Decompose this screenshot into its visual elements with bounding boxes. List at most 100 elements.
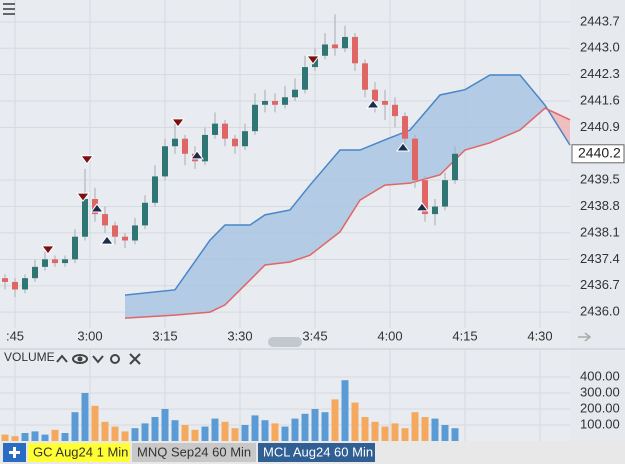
cloud-fill xyxy=(175,240,210,316)
volume-bar xyxy=(21,433,29,441)
volume-title: VOLUME xyxy=(4,350,55,364)
volume-bar xyxy=(71,412,79,441)
candle-body xyxy=(212,123,218,135)
volume-bar xyxy=(351,402,359,441)
volume-bar xyxy=(131,428,139,441)
candle-body xyxy=(442,180,448,207)
candle-body xyxy=(432,206,438,215)
sell-signal xyxy=(80,155,94,165)
cloud-fill xyxy=(440,89,465,175)
y-tick-label: 2442.3 xyxy=(580,66,620,81)
volume-bar xyxy=(191,429,199,441)
volume-bar xyxy=(431,418,439,441)
menu-icon[interactable] xyxy=(3,3,15,15)
candle-body xyxy=(262,101,268,105)
cloud-fill xyxy=(340,150,360,232)
cloud-fill xyxy=(265,209,290,265)
tab[interactable] xyxy=(132,443,256,462)
candle-body xyxy=(402,116,408,139)
volume-bar xyxy=(441,425,449,441)
x-tick-label: 4:15 xyxy=(452,328,477,343)
volume-bar xyxy=(421,417,429,441)
y-tick-label: 2443.0 xyxy=(580,40,620,55)
volume-bar xyxy=(321,412,329,441)
x-tick-label: 3:00 xyxy=(77,328,102,343)
volume-bar xyxy=(31,431,39,441)
candle-body xyxy=(122,236,128,241)
volume-bar xyxy=(391,423,399,441)
volume-bar xyxy=(51,429,59,441)
candle-body xyxy=(82,199,88,237)
cloud-fill xyxy=(465,75,490,151)
candle-body xyxy=(202,134,208,162)
volume-bar xyxy=(161,409,169,441)
candle-body xyxy=(302,67,308,90)
candle-body xyxy=(132,225,138,241)
scroll-right-arrow[interactable] xyxy=(578,332,592,342)
buy-signal xyxy=(190,150,204,160)
candle-body xyxy=(112,225,118,237)
y-tick-label: 2441.6 xyxy=(580,92,620,107)
candle-body xyxy=(222,123,228,139)
tab[interactable] xyxy=(258,443,375,462)
cloud-fill xyxy=(490,75,520,143)
cloud-fill xyxy=(125,289,175,319)
volume-bar xyxy=(141,423,149,441)
volume-bar xyxy=(371,421,379,441)
candle-body xyxy=(352,36,358,64)
price-pane xyxy=(0,0,570,348)
volume-bar xyxy=(91,405,99,441)
scrollbar-thumb[interactable] xyxy=(268,337,302,347)
volume-bar xyxy=(311,409,319,441)
candle-body xyxy=(242,131,248,147)
volume-icons[interactable] xyxy=(56,353,141,365)
candle-body xyxy=(252,104,258,132)
buy-signal xyxy=(415,202,429,212)
volume-tick-label: 200.00 xyxy=(580,400,620,415)
volume-bar xyxy=(291,418,299,441)
volume-bar xyxy=(451,428,459,441)
tab-label: MNQ Sep24 60 Min xyxy=(137,444,251,459)
candle-body xyxy=(422,180,428,215)
x-tick-label: 3:45 xyxy=(302,328,327,343)
buy-signal xyxy=(90,203,104,213)
cloud-span-a xyxy=(124,74,571,296)
candle-body xyxy=(32,266,38,279)
candle-body xyxy=(452,153,458,181)
candle-body xyxy=(322,44,328,56)
buy-signal xyxy=(366,99,380,109)
volume-bar xyxy=(181,425,189,441)
cloud-fill xyxy=(250,214,265,281)
x-tick-label: 4:30 xyxy=(527,328,552,343)
x-tick-label: 3:30 xyxy=(227,328,252,343)
y-tick-label: 2437.4 xyxy=(580,251,620,266)
candle-body xyxy=(372,89,378,102)
candle-body xyxy=(2,278,8,282)
candle-body xyxy=(42,259,48,267)
volume-bar xyxy=(41,434,49,441)
volume-bar xyxy=(61,433,69,441)
candle-body xyxy=(12,281,18,290)
y-tick-label: 2440.9 xyxy=(580,119,620,134)
y-tick-label: 2438.1 xyxy=(580,224,620,239)
x-tick-label: :45 xyxy=(6,328,24,343)
cloud-span-b xyxy=(124,107,571,319)
volume-bar xyxy=(271,423,279,441)
volume-bar xyxy=(211,418,219,441)
y-tick-label: 2436.0 xyxy=(580,304,620,319)
sell-signal xyxy=(306,55,320,65)
volume-bar xyxy=(151,417,159,441)
last-price-box xyxy=(571,144,625,164)
cloud-fill xyxy=(520,75,545,131)
y-tick-label: 2443.7 xyxy=(580,13,620,28)
volume-bar xyxy=(201,426,209,441)
candle-body xyxy=(62,259,68,264)
candle-body xyxy=(412,138,418,181)
volume-tick-label: 400.00 xyxy=(580,368,620,383)
tab[interactable] xyxy=(28,443,130,462)
tab-label: GC Aug24 1 Min xyxy=(33,444,128,459)
volume-bar xyxy=(261,420,269,441)
candle-body xyxy=(22,278,28,290)
volume-bar xyxy=(171,420,179,441)
